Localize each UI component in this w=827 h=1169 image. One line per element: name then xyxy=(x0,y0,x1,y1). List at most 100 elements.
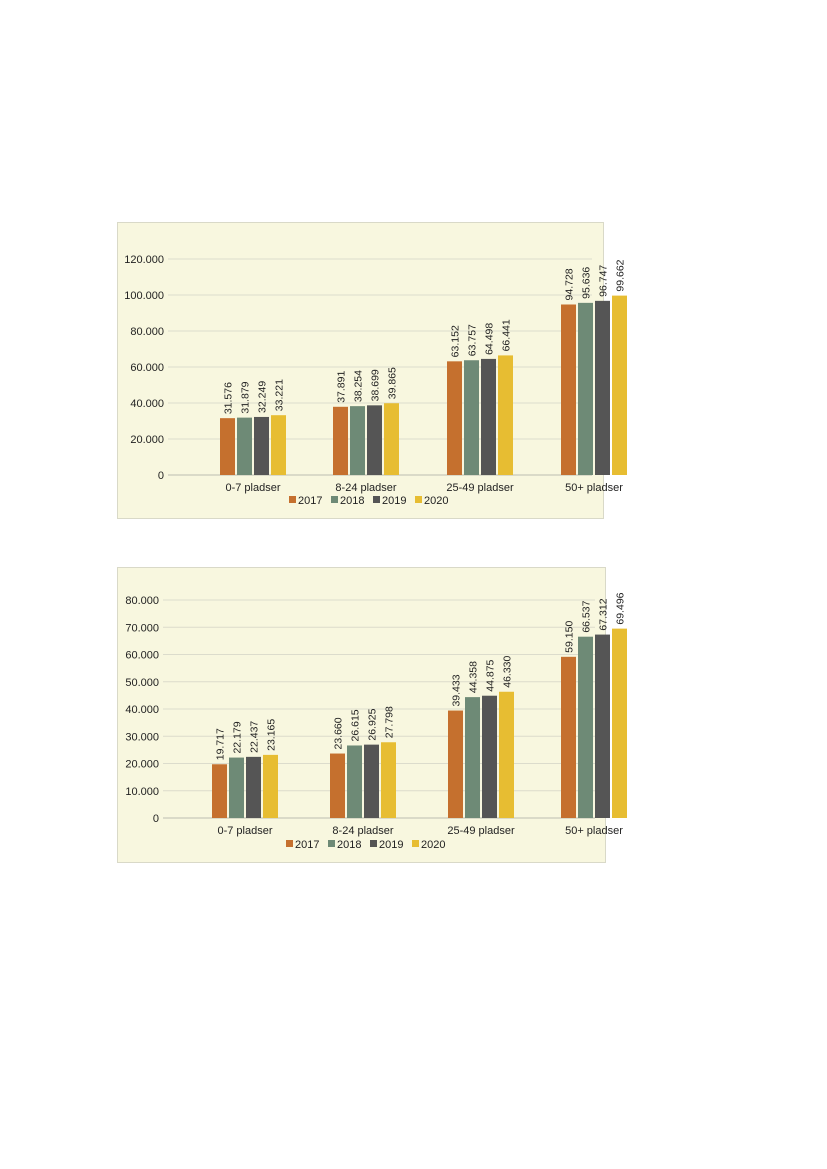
data-label: 26.925 xyxy=(367,708,379,740)
bar-2018 xyxy=(347,745,362,818)
data-label: 19.717 xyxy=(215,728,227,760)
legend-label-2019: 2019 xyxy=(379,839,403,851)
data-label: 31.879 xyxy=(240,381,252,413)
legend-label-2017: 2017 xyxy=(298,495,322,507)
data-label: 27.798 xyxy=(384,706,396,738)
y-tick-label: 20.000 xyxy=(130,434,164,446)
y-tick-label: 50.000 xyxy=(125,677,159,689)
data-label: 22.437 xyxy=(249,721,261,753)
bar-2017 xyxy=(561,656,576,818)
bar-2020 xyxy=(271,415,286,475)
legend-label-2018: 2018 xyxy=(340,495,364,507)
x-category-label: 8-24 pladser xyxy=(335,482,396,494)
data-label: 99.662 xyxy=(615,259,627,291)
bar-2019 xyxy=(595,634,610,818)
bar-2020 xyxy=(498,355,513,475)
bar-2017 xyxy=(212,764,227,818)
y-tick-label: 30.000 xyxy=(125,731,159,743)
legend-swatch-2017 xyxy=(286,840,293,847)
y-tick-label: 80.000 xyxy=(125,595,159,607)
bar-2017 xyxy=(220,418,235,475)
chart-panel-2: 0 10.000 20.000 30.000 40.000 50.000 60.000 70.… xyxy=(117,567,627,863)
legend-swatch-2019 xyxy=(370,840,377,847)
bar-chart-1: 0 20.000 40.000 60.000 80.000 100.000 120.000 3… xyxy=(124,254,627,507)
data-label: 95.636 xyxy=(581,267,593,299)
legend-swatch-2018 xyxy=(331,496,338,503)
data-label: 37.891 xyxy=(336,371,348,403)
bar-2018 xyxy=(464,360,479,475)
y-tick-label: 40.000 xyxy=(125,704,159,716)
legend-label-2019: 2019 xyxy=(382,495,406,507)
bar-2019 xyxy=(482,695,497,818)
bar-2017 xyxy=(448,710,463,818)
data-label: 59.150 xyxy=(564,621,576,653)
data-label: 23.165 xyxy=(266,719,278,751)
data-label: 96.747 xyxy=(598,265,610,297)
bar-2017 xyxy=(330,753,345,818)
legend-label-2017: 2017 xyxy=(295,839,319,851)
data-label: 44.875 xyxy=(485,659,497,691)
legend-label-2020: 2020 xyxy=(421,839,445,851)
chart-panel-1: 0 20.000 40.000 60.000 80.000 100.000 120.000 3… xyxy=(117,222,627,519)
legend-swatch-2020 xyxy=(415,496,422,503)
legend-swatch-2019 xyxy=(373,496,380,503)
data-label: 46.330 xyxy=(502,655,514,687)
data-label: 22.179 xyxy=(232,721,244,753)
bar-2018 xyxy=(237,417,252,475)
x-category-label: 50+ pladser xyxy=(565,825,623,837)
y-tick-label: 120.000 xyxy=(124,254,164,266)
bar-2019 xyxy=(367,405,382,475)
bar-2019 xyxy=(254,416,269,475)
bar-2020 xyxy=(612,628,627,818)
data-label: 63.152 xyxy=(450,325,462,357)
y-tick-label: 60.000 xyxy=(125,650,159,662)
x-category-label: 0-7 pladser xyxy=(217,825,272,837)
y-tick-label: 40.000 xyxy=(130,398,164,410)
y-tick-label: 0 xyxy=(153,813,159,825)
x-category-label: 50+ pladser xyxy=(565,482,623,494)
data-label: 66.537 xyxy=(581,600,593,632)
y-tick-label: 100.000 xyxy=(124,290,164,302)
bar-2018 xyxy=(578,636,593,818)
bar-2018 xyxy=(578,302,593,475)
x-category-label: 0-7 pladser xyxy=(225,482,280,494)
legend-swatch-2018 xyxy=(328,840,335,847)
bar-2019 xyxy=(246,756,261,818)
data-label: 26.615 xyxy=(350,709,362,741)
x-category-label: 25-49 pladser xyxy=(447,825,515,837)
bar-2019 xyxy=(595,300,610,475)
data-label: 66.441 xyxy=(501,319,513,351)
data-label: 67.312 xyxy=(598,598,610,630)
bar-2018 xyxy=(465,697,480,818)
x-category-label: 8-24 pladser xyxy=(332,825,393,837)
data-label: 63.757 xyxy=(467,324,479,356)
legend-label-2020: 2020 xyxy=(424,495,448,507)
data-label: 69.496 xyxy=(615,592,627,624)
bar-2019 xyxy=(364,744,379,818)
y-tick-label: 10.000 xyxy=(125,786,159,798)
y-tick-label: 0 xyxy=(158,470,164,482)
data-label: 39.433 xyxy=(451,674,463,706)
data-label: 31.576 xyxy=(223,382,235,414)
legend-swatch-2020 xyxy=(412,840,419,847)
bar-2020 xyxy=(499,691,514,818)
bar-2020 xyxy=(384,403,399,475)
data-label: 38.254 xyxy=(353,370,365,402)
data-label: 32.249 xyxy=(257,381,269,413)
data-label: 44.358 xyxy=(468,661,480,693)
data-label: 38.699 xyxy=(370,369,382,401)
data-label: 94.728 xyxy=(564,268,576,300)
data-label: 33.221 xyxy=(274,379,286,411)
bar-chart-2: 0 10.000 20.000 30.000 40.000 50.000 60.000 70.… xyxy=(125,592,627,851)
x-category-label: 25-49 pladser xyxy=(446,482,514,494)
bar-2019 xyxy=(481,358,496,475)
data-label: 23.660 xyxy=(333,717,345,749)
y-tick-label: 70.000 xyxy=(125,622,159,634)
bar-2020 xyxy=(381,742,396,818)
y-tick-label: 20.000 xyxy=(125,759,159,771)
legend-label-2018: 2018 xyxy=(337,839,361,851)
bar-2017 xyxy=(447,361,462,475)
bar-2020 xyxy=(263,754,278,818)
legend-swatch-2017 xyxy=(289,496,296,503)
bar-2017 xyxy=(333,406,348,475)
